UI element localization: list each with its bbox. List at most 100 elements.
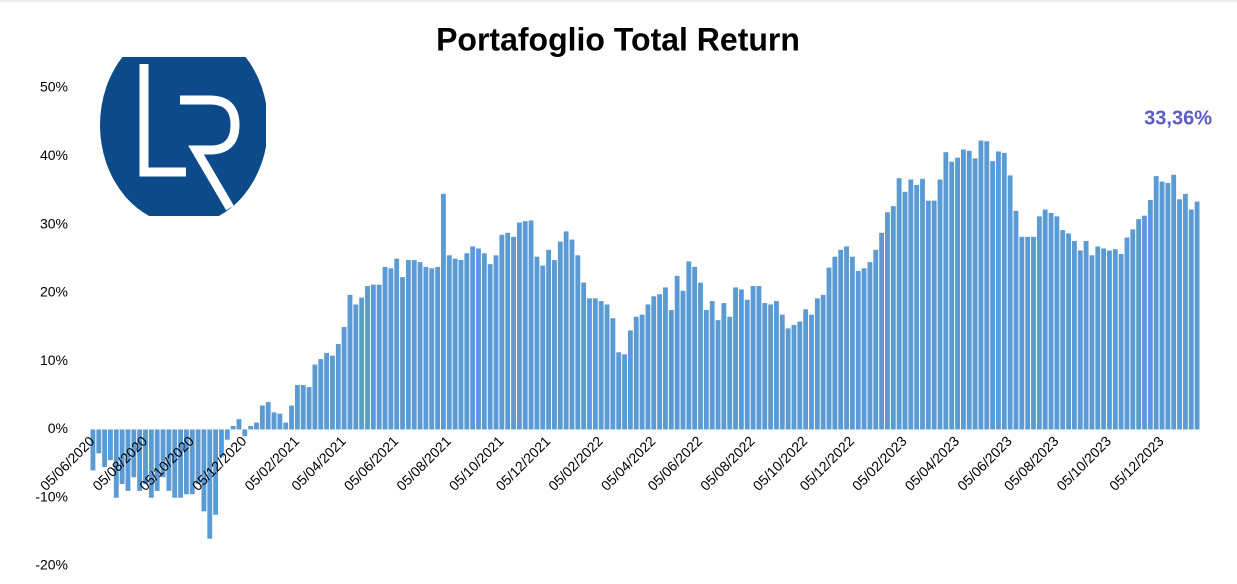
bar xyxy=(534,256,540,430)
bar xyxy=(832,256,838,430)
bar xyxy=(849,256,855,430)
bar xyxy=(335,344,341,430)
bar xyxy=(756,286,762,430)
bar xyxy=(487,264,493,430)
bar xyxy=(1159,181,1165,430)
bar xyxy=(365,286,370,430)
bar xyxy=(90,429,96,471)
bar xyxy=(113,429,119,498)
bar xyxy=(189,429,195,495)
bar xyxy=(1177,199,1182,430)
bar xyxy=(692,266,698,430)
bar xyxy=(359,297,365,430)
logo-l xyxy=(139,64,186,177)
bar xyxy=(1077,250,1083,430)
bar xyxy=(744,299,750,430)
bar xyxy=(1089,255,1095,430)
bar xyxy=(1153,176,1159,430)
bar xyxy=(627,330,633,430)
bar xyxy=(347,294,353,430)
bar xyxy=(925,200,931,430)
bar xyxy=(1124,237,1130,430)
bar xyxy=(289,405,294,430)
bar xyxy=(499,234,505,430)
bar xyxy=(873,249,879,430)
bar xyxy=(557,241,563,430)
bar xyxy=(1001,152,1007,430)
bar xyxy=(709,301,715,430)
bar xyxy=(119,429,125,485)
bar xyxy=(972,158,978,430)
bar xyxy=(1019,236,1025,430)
bar xyxy=(844,246,849,430)
bar xyxy=(791,324,797,430)
bar xyxy=(797,321,803,430)
bar xyxy=(616,352,622,430)
logo-r xyxy=(180,95,240,211)
bar xyxy=(984,141,990,430)
bar xyxy=(762,303,768,430)
bar xyxy=(394,258,400,430)
bar xyxy=(195,429,201,485)
bar xyxy=(1182,193,1188,430)
y-tick-label: 50% xyxy=(40,79,68,95)
bar xyxy=(476,248,481,430)
bar xyxy=(896,178,902,430)
bar xyxy=(137,429,143,491)
bar xyxy=(131,429,137,478)
bar xyxy=(826,267,832,430)
bar xyxy=(885,212,890,430)
bar xyxy=(721,303,727,430)
bar xyxy=(803,309,809,430)
bar xyxy=(148,429,154,498)
bar xyxy=(300,385,306,430)
bar xyxy=(242,429,248,437)
bar xyxy=(698,282,703,430)
bar xyxy=(411,260,417,430)
bar xyxy=(738,289,744,430)
bar xyxy=(1007,175,1013,430)
bar xyxy=(680,290,686,430)
bar xyxy=(370,284,376,430)
bar xyxy=(978,140,984,430)
bar xyxy=(452,258,458,430)
bar xyxy=(540,265,546,430)
bar xyxy=(955,157,960,430)
bar xyxy=(154,429,160,491)
bar xyxy=(774,301,779,430)
bar xyxy=(248,426,254,430)
bar xyxy=(417,262,423,430)
bar xyxy=(703,309,709,430)
bar xyxy=(785,328,791,430)
bar xyxy=(1095,246,1101,430)
y-tick-label: 30% xyxy=(40,215,68,231)
bar xyxy=(201,429,207,512)
bar xyxy=(1147,199,1153,430)
bar xyxy=(622,354,627,430)
bar xyxy=(388,268,394,430)
bar xyxy=(779,314,785,430)
bar xyxy=(160,429,166,478)
bar xyxy=(96,429,102,454)
bar xyxy=(306,387,312,430)
bar xyxy=(1071,240,1077,430)
bar xyxy=(1066,233,1071,430)
bar xyxy=(254,422,259,430)
y-tick-label: 20% xyxy=(40,284,68,300)
bar xyxy=(1107,250,1112,430)
bar xyxy=(949,161,955,430)
bar xyxy=(750,286,756,430)
bar xyxy=(546,249,552,430)
bar xyxy=(125,429,131,491)
bar xyxy=(820,294,826,430)
bar xyxy=(1171,174,1177,430)
bar xyxy=(814,298,820,430)
bar xyxy=(435,266,441,430)
bar xyxy=(294,385,300,430)
bar xyxy=(937,179,943,430)
bar xyxy=(236,419,242,430)
bar xyxy=(920,178,925,430)
bar xyxy=(376,284,382,430)
bar xyxy=(108,429,113,461)
